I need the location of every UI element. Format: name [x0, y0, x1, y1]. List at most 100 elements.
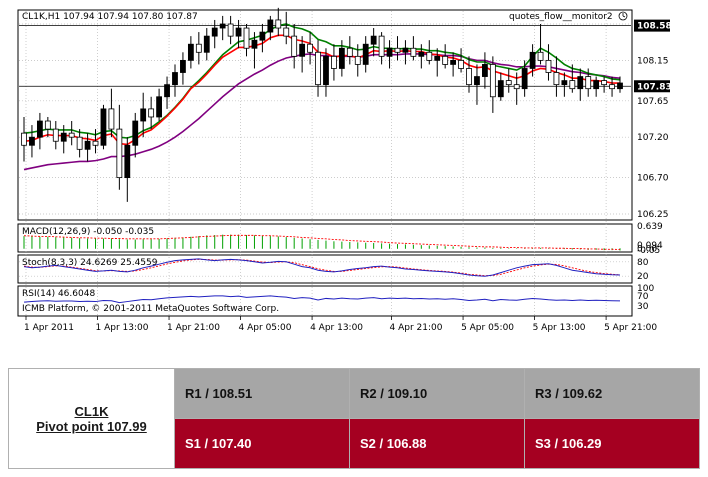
x-tick-label: 4 Apr 13:00 — [310, 323, 363, 333]
price-tags: 108.58 107.83 — [634, 19, 672, 93]
candle-body — [195, 43, 202, 53]
candle-body — [299, 43, 306, 57]
candle-body — [243, 27, 250, 49]
candle-body — [307, 43, 313, 53]
candle-body — [235, 27, 242, 37]
support-s2: S2 / 106.88 — [349, 418, 525, 469]
indicator-lines — [23, 234, 621, 304]
x-axis-ticks: 1 Apr 2011 1 Apr 13:00 1 Apr 21:00 4 Apr 05… — [24, 316, 657, 333]
candle-body — [537, 51, 544, 61]
candle-body — [148, 108, 155, 118]
pivot-table: CL1K Pivot point 107.99 R1 / 108.51 R2 /… — [8, 368, 700, 469]
candle-body — [338, 47, 345, 69]
rsi-tick-label: 70 — [637, 292, 649, 302]
clock-icon — [618, 11, 628, 21]
candle-body — [84, 140, 91, 150]
candle-body — [442, 55, 449, 65]
candle-body — [267, 19, 274, 33]
y-tick-label: 107.65 — [637, 97, 669, 107]
candle-body — [394, 47, 401, 53]
candle-body — [331, 55, 337, 69]
candle-body — [315, 51, 321, 86]
candle-body — [450, 59, 457, 65]
pivot-point: Pivot point 107.99 — [36, 418, 147, 434]
stoch-title: Stoch(8,3,3) 24.6269 25.4559 — [22, 258, 158, 268]
x-tick-label: 1 Apr 2011 — [24, 323, 74, 333]
candle-body — [187, 43, 194, 61]
candle-body — [505, 80, 512, 86]
candle-body — [227, 23, 234, 37]
candle-body — [124, 144, 131, 179]
candle-body — [259, 31, 266, 41]
stoch-panel — [17, 254, 633, 284]
chart-figure: 108.60108.15107.65107.20106.70106.250.63… — [17, 7, 672, 333]
candle-body — [378, 35, 385, 57]
moving-average-lines — [23, 23, 621, 171]
candle-body — [362, 43, 369, 65]
candle-body — [561, 80, 568, 86]
price-panel — [17, 9, 633, 221]
candle-body — [140, 108, 147, 122]
stoch-tick-label: 20 — [637, 272, 649, 282]
rsi-tick-label: 30 — [637, 302, 649, 312]
candle-body — [458, 59, 464, 69]
candle-body — [275, 19, 282, 29]
chart-title: CL1K,H1 107.94 107.94 107.80 107.87 — [22, 12, 198, 22]
price-tag-label: 107.83 — [637, 82, 672, 92]
candle-body — [60, 132, 67, 142]
x-tick-label: 1 Apr 21:00 — [167, 323, 220, 333]
macd-signal-line — [23, 234, 621, 250]
candle-body — [529, 51, 536, 69]
support-s1: S1 / 107.40 — [174, 418, 350, 469]
rsi-tick-label: 100 — [637, 284, 654, 294]
macd-title: MACD(12,26,9) -0.050 -0.035 — [22, 227, 154, 237]
y-tick-label: 106.25 — [637, 210, 669, 220]
x-tick-label: 5 Apr 13:00 — [533, 323, 586, 333]
rsi-line — [23, 295, 621, 304]
candle-body — [593, 80, 600, 90]
candle-body — [577, 76, 584, 90]
candle-body — [585, 76, 592, 90]
ma-fast-line — [23, 34, 620, 146]
y-tick-label: 108.15 — [637, 56, 669, 66]
candle-body — [354, 55, 361, 65]
candle-body — [21, 132, 27, 146]
candle-body — [29, 136, 35, 146]
candles — [21, 7, 623, 202]
candle-body — [482, 64, 488, 77]
candle-body — [291, 35, 298, 57]
candle-body — [497, 80, 504, 98]
candle-body — [164, 84, 170, 98]
watermark: quotes_flow__monitor2 — [509, 12, 613, 22]
stoch-tick-label: 80 — [637, 258, 649, 268]
ma-mid-line — [23, 23, 621, 139]
candle-body — [601, 80, 608, 86]
price-tag-label: 108.58 — [637, 22, 672, 32]
price-tag-bg — [634, 19, 670, 32]
copyright: ICMB Platform, © 2001-2011 MetaQuotes So… — [22, 304, 279, 314]
candle-body — [553, 72, 560, 86]
candle-body — [251, 39, 258, 49]
macd-tick-label: 0.094 — [637, 241, 663, 251]
rsi-title: RSI(14) 46.6048 — [22, 289, 95, 299]
candle-body — [108, 108, 115, 130]
candle-body — [426, 51, 433, 61]
candle-body — [100, 108, 107, 146]
candle-body — [156, 96, 162, 118]
stoch-k-line — [23, 258, 621, 277]
candle-body — [92, 140, 99, 146]
resistance-r1: R1 / 108.51 — [174, 368, 350, 419]
pivot-name-cell: CL1K Pivot point 107.99 — [8, 368, 175, 469]
candle-body — [323, 55, 329, 86]
candle-body — [44, 120, 51, 130]
y-tick-label: 106.70 — [637, 174, 669, 184]
candle-body — [609, 84, 615, 90]
candle-body — [36, 120, 43, 138]
x-tick-label: 5 Apr 05:00 — [461, 323, 514, 333]
candle-body — [68, 132, 75, 138]
candle-body — [211, 27, 218, 37]
rsi-panel — [17, 285, 633, 317]
x-tick-label: 4 Apr 21:00 — [390, 323, 443, 333]
price-tag-bg — [634, 80, 670, 93]
candle-body — [402, 47, 409, 53]
